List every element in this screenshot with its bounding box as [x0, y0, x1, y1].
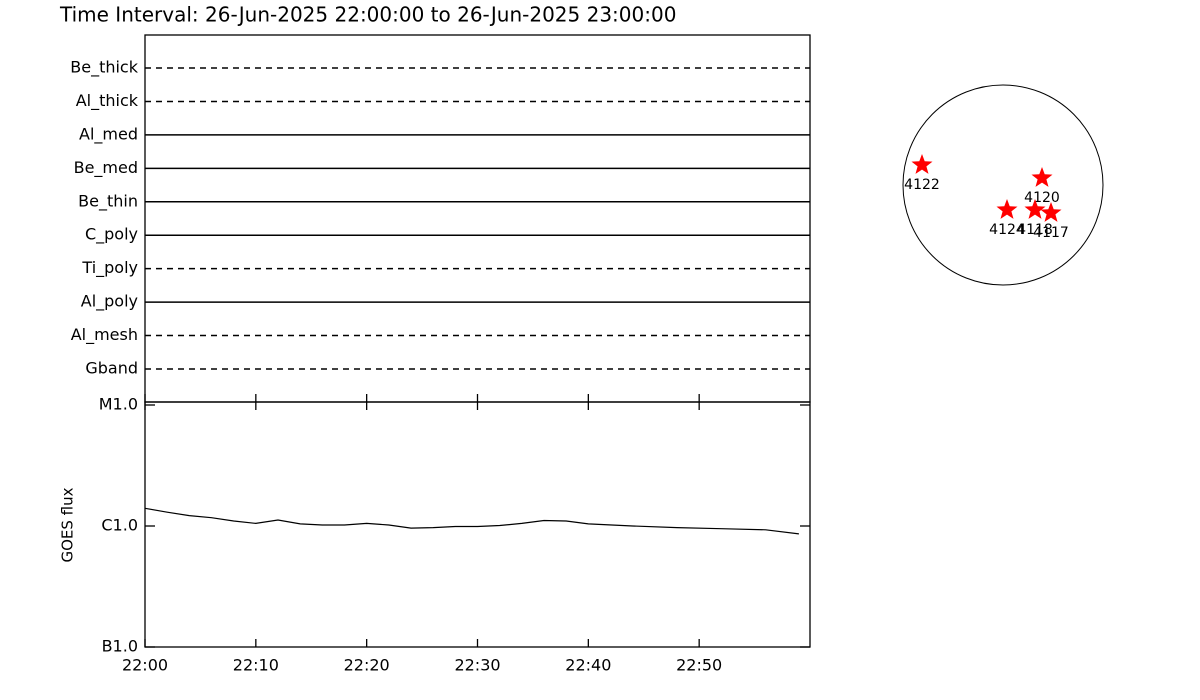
filter-label: Be_thick	[70, 58, 138, 78]
filter-label: Be_thin	[78, 191, 138, 211]
goes-panel	[144, 401, 811, 648]
y-tick-label: C1.0	[101, 516, 138, 535]
goes-line	[144, 507, 799, 535]
filter-label: Be_med	[74, 158, 138, 178]
y-tick-label: M1.0	[99, 395, 138, 414]
filter-label: C_poly	[85, 225, 138, 245]
x-tick-label: 22:40	[565, 656, 611, 675]
region-star	[1031, 167, 1053, 187]
x-tick-label: 22:30	[454, 656, 500, 675]
region-label: 4122	[904, 177, 940, 193]
region-label: 4120	[1024, 190, 1060, 206]
x-tick-label: 22:10	[233, 656, 279, 675]
filter-label: Al_poly	[81, 292, 138, 312]
region-star	[996, 199, 1018, 219]
filter-label: Al_med	[79, 124, 138, 144]
region-label: 4118	[1017, 222, 1053, 238]
region-star	[1024, 199, 1046, 219]
y-tick-label: B1.0	[102, 637, 138, 656]
x-tick-label: 22:50	[676, 656, 722, 675]
region-star	[1040, 202, 1062, 222]
x-tick-label: 22:00	[122, 656, 168, 675]
filter-panel	[144, 34, 811, 403]
filter-label: Al_thick	[76, 91, 139, 111]
x-tick-label: 22:20	[344, 656, 390, 675]
solar-disk	[902, 84, 1104, 286]
filter-label: Gband	[85, 359, 138, 378]
filter-label: Al_mesh	[71, 325, 138, 345]
region-label: 4117	[1033, 225, 1069, 241]
y-axis-label: GOES flux	[59, 487, 77, 562]
region-label: 4124	[989, 222, 1025, 238]
region-star	[911, 154, 933, 174]
filter-label: Ti_poly	[81, 258, 138, 278]
chart-title: Time Interval: 26-Jun-2025 22:00:00 to 2…	[59, 3, 676, 27]
